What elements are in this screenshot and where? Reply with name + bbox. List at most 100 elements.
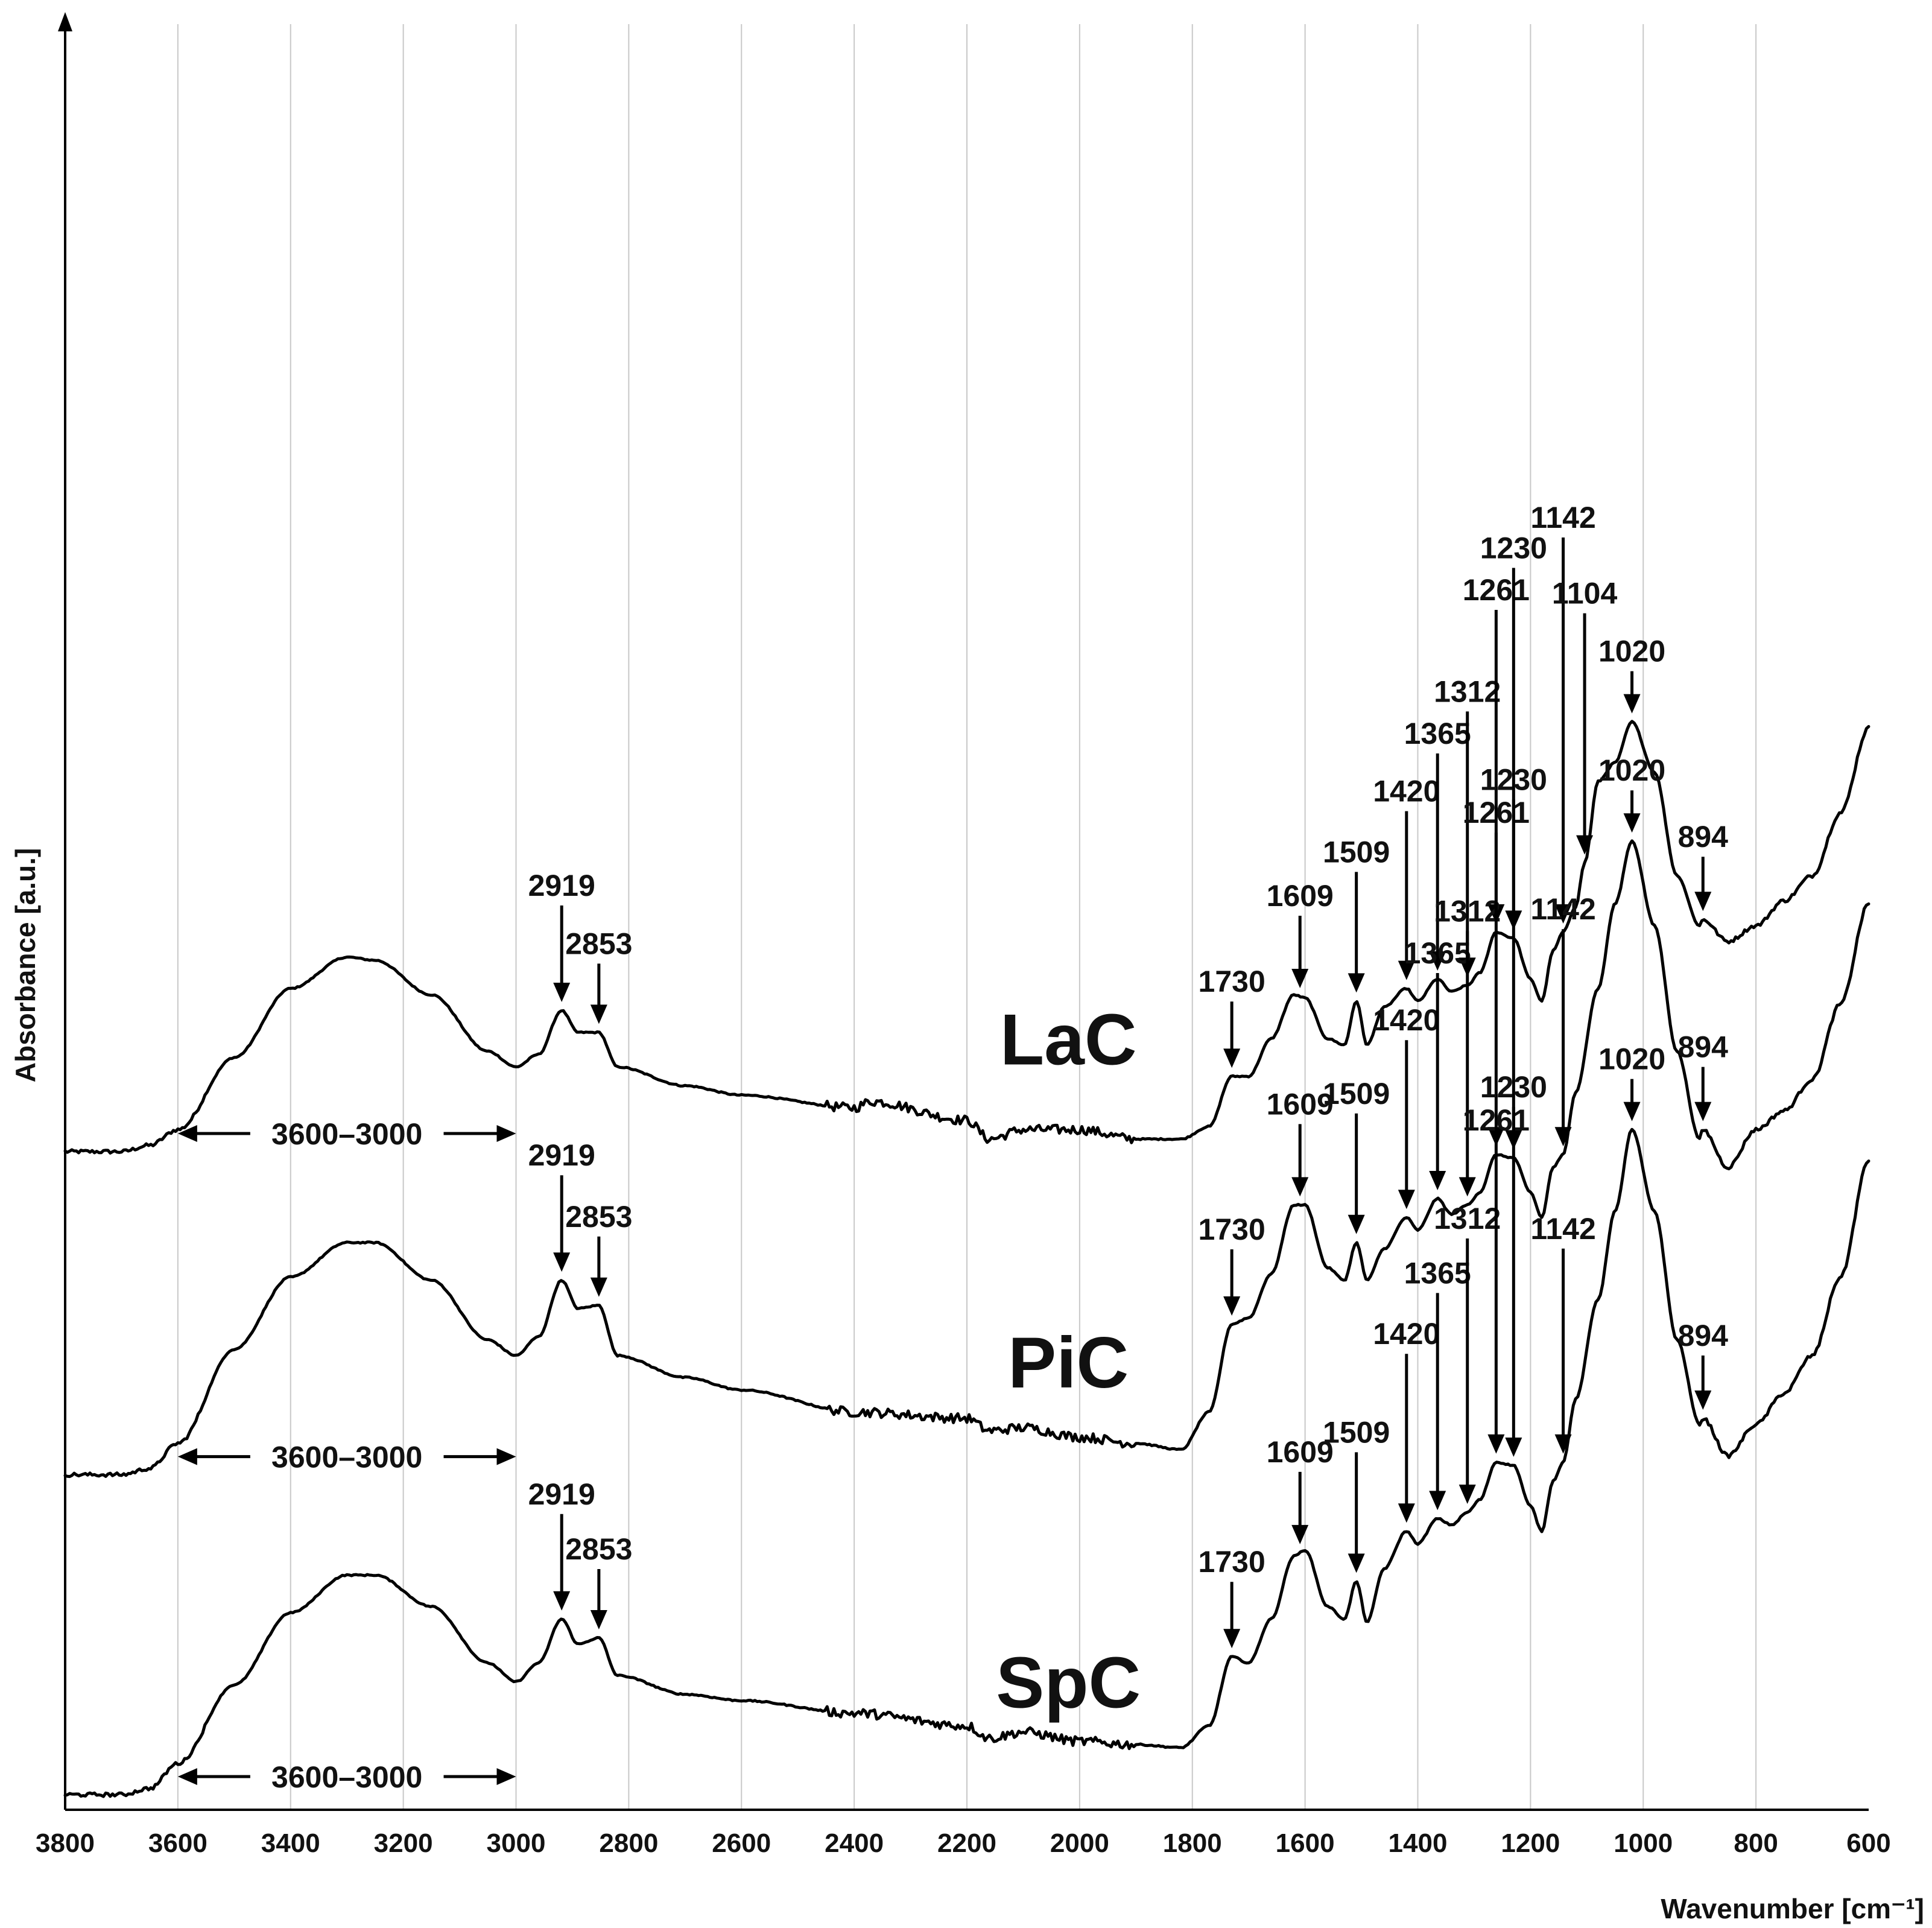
- x-tick-labels: 3800 3600 3400 3200 3000 2800 2600 2400 2200 2000…: [36, 1828, 1891, 1858]
- range-label: 3600–3000: [271, 1441, 422, 1474]
- x-tick-2600: 2600: [712, 1828, 771, 1858]
- peak-label: 2853: [565, 1200, 632, 1234]
- peak-annotation-lac-2853: 2853: [565, 927, 632, 1024]
- peak-label: 1609: [1267, 1087, 1334, 1121]
- peak-arrowhead: [1623, 813, 1641, 833]
- peak-label: 2919: [528, 869, 595, 902]
- axes: [58, 12, 1869, 1811]
- peak-label: 1261: [1463, 796, 1530, 829]
- peak-annotation-spc-1142: 1142: [1530, 1212, 1596, 1454]
- peak-arrowhead: [1348, 973, 1365, 993]
- x-tick-2200: 2200: [937, 1828, 996, 1858]
- peak-annotation-lac-1420: 1420: [1373, 775, 1440, 980]
- range-arrowhead-right: [496, 1125, 516, 1142]
- series-label-spc: SpC: [996, 1643, 1141, 1723]
- peak-label: 1020: [1598, 635, 1665, 668]
- peak-annotation-lac-1730: 1730: [1199, 965, 1265, 1068]
- peak-arrowhead: [1223, 1629, 1241, 1649]
- series-label-lac: LaC: [1000, 1000, 1137, 1080]
- x-tick-2000: 2000: [1050, 1828, 1109, 1858]
- peak-annotation-lac-1142: 1142: [1530, 501, 1596, 924]
- peak-arrowhead: [1694, 1102, 1712, 1121]
- peak-arrowhead: [1348, 1214, 1365, 1234]
- range-label: 3600–3000: [271, 1760, 422, 1794]
- peak-annotation-pic-2853: 2853: [565, 1200, 632, 1297]
- peak-annotation-pic-1365: 1365: [1404, 936, 1471, 1190]
- peak-annotation-spc-1230: 1230: [1480, 1070, 1547, 1457]
- peak-arrowhead: [1429, 1171, 1446, 1190]
- peak-arrowhead: [1348, 1553, 1365, 1573]
- x-tick-600: 600: [1846, 1828, 1890, 1858]
- peak-annotation-spc-1509: 1509: [1323, 1415, 1390, 1573]
- peak-arrowhead: [590, 1277, 607, 1297]
- peak-label: 1142: [1530, 892, 1595, 926]
- x-tick-1600: 1600: [1276, 1828, 1335, 1858]
- x-tick-800: 800: [1734, 1828, 1778, 1858]
- peak-arrowhead: [1459, 1177, 1476, 1197]
- peak-annotation-spc-1609: 1609: [1267, 1435, 1334, 1544]
- peak-label: 894: [1678, 1030, 1729, 1064]
- x-tick-3000: 3000: [487, 1828, 546, 1858]
- peak-arrowhead: [1223, 1048, 1241, 1068]
- peak-annotation-pic-1230: 1230: [1480, 763, 1547, 1150]
- peak-arrowhead: [590, 1610, 607, 1629]
- peak-annotation-lac-1609: 1609: [1267, 879, 1334, 988]
- peak-label: 2919: [528, 1477, 595, 1511]
- range-arrowhead-left: [177, 1448, 197, 1465]
- peak-arrowhead: [1694, 1391, 1712, 1410]
- peak-label: 1730: [1199, 965, 1265, 998]
- spectrum-lac: [63, 720, 1870, 1155]
- range-annotation-pic: 3600–3000: [177, 1441, 516, 1474]
- peak-annotation-spc-1365: 1365: [1404, 1256, 1471, 1511]
- peak-label: 1365: [1404, 936, 1471, 970]
- peak-arrowhead: [553, 1591, 571, 1611]
- peak-label: 1509: [1323, 1415, 1390, 1449]
- peak-label: 1142: [1530, 1212, 1595, 1246]
- x-tick-3400: 3400: [261, 1828, 320, 1858]
- peak-label: 2853: [565, 927, 632, 960]
- range-annotation-lac: 3600–3000: [177, 1117, 516, 1151]
- range-arrowhead-left: [177, 1768, 197, 1785]
- peak-label: 1230: [1480, 1070, 1547, 1104]
- peak-arrowhead: [1429, 951, 1446, 971]
- peak-annotation-spc-1730: 1730: [1199, 1545, 1265, 1649]
- peak-arrowhead: [553, 1252, 571, 1272]
- peak-arrowhead: [1459, 1485, 1476, 1504]
- peak-label: 894: [1678, 1319, 1729, 1352]
- x-tick-2400: 2400: [825, 1828, 884, 1858]
- peak-annotation-lac-1509: 1509: [1323, 835, 1390, 993]
- peak-annotation-pic-1609: 1609: [1267, 1087, 1334, 1197]
- peak-annotation-pic-894: 894: [1678, 1030, 1729, 1121]
- peak-annotation-spc-1312: 1312: [1434, 1202, 1501, 1504]
- peak-arrowhead: [1291, 1524, 1309, 1544]
- peak-label: 1020: [1598, 1042, 1665, 1076]
- peak-arrowhead: [590, 1004, 607, 1024]
- peak-arrowhead: [1623, 1102, 1641, 1121]
- peak-arrowhead: [1291, 968, 1309, 988]
- range-annotation-spc: 3600–3000: [177, 1760, 516, 1794]
- peak-annotation-lac-1104: 1104: [1552, 577, 1617, 855]
- peak-annotation-spc-2919: 2919: [528, 1477, 595, 1611]
- x-tick-1800: 1800: [1163, 1828, 1222, 1858]
- x-axis-title: Wavenumber [cm⁻¹]: [1661, 1893, 1924, 1924]
- peak-annotation-spc-1261: 1261: [1463, 1103, 1530, 1454]
- peak-label: 894: [1678, 820, 1729, 854]
- series-label-pic: PiC: [1008, 1322, 1129, 1403]
- peak-annotation-spc-2853: 2853: [565, 1532, 632, 1629]
- peak-label: 1230: [1480, 763, 1547, 796]
- peak-annotation-spc-894: 894: [1678, 1319, 1729, 1410]
- peak-arrowhead: [1554, 1127, 1572, 1147]
- peak-arrowhead: [1487, 1434, 1505, 1454]
- peak-annotation-lac-894: 894: [1678, 820, 1729, 912]
- peak-label: 1020: [1598, 753, 1665, 787]
- series-labels: LaC PiC SpC: [996, 1000, 1141, 1723]
- peak-annotation-pic-1312: 1312: [1434, 894, 1501, 1197]
- peak-annotation-pic-2919: 2919: [528, 1138, 595, 1272]
- y-axis-arrowhead: [58, 12, 72, 31]
- peak-arrowhead: [1694, 892, 1712, 912]
- peak-label: 1365: [1404, 717, 1471, 750]
- peak-arrowhead: [1576, 835, 1594, 855]
- peak-arrowhead: [1398, 1190, 1415, 1210]
- x-tick-1000: 1000: [1614, 1828, 1673, 1858]
- peak-arrowhead: [1398, 1503, 1415, 1523]
